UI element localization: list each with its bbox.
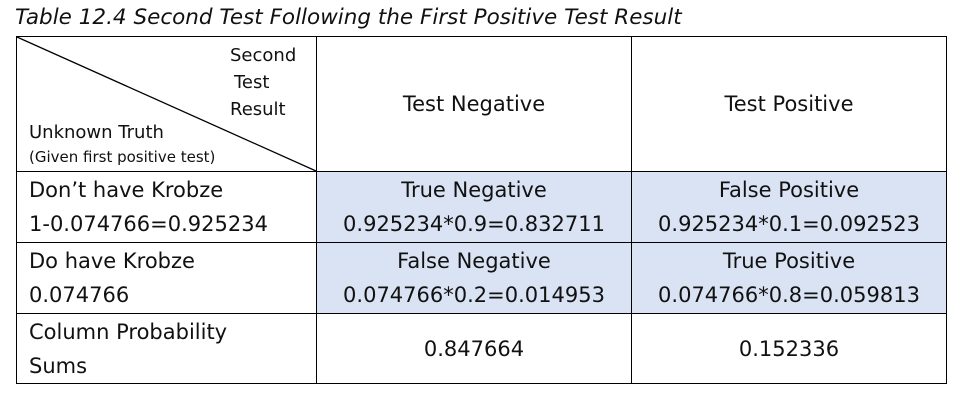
result-calc: 0.925234*0.9=0.832711	[343, 212, 605, 236]
row-value: 0.074766	[29, 283, 130, 307]
result-name: True Positive	[722, 249, 856, 273]
sums-row: Column Probability Sums 0.847664 0.15233…	[16, 313, 947, 384]
probability-table: Second Test Result Unknown Truth (Given …	[16, 36, 947, 384]
sums-label-line: Column Probability	[29, 319, 228, 344]
corner-bottom-main: Unknown Truth	[29, 122, 164, 143]
result-cell: True Positive 0.074766*0.8=0.059813	[631, 242, 947, 314]
corner-top-line: Test	[234, 72, 270, 93]
result-cell: False Positive 0.925234*0.1=0.092523	[631, 171, 947, 243]
corner-cell: Second Test Result Unknown Truth (Given …	[16, 36, 317, 172]
result-calc: 0.074766*0.8=0.059813	[658, 283, 920, 307]
sum-value-test-negative: 0.847664	[316, 313, 632, 384]
corner-top-line: Result	[230, 99, 286, 120]
column-header-test-positive: Test Positive	[631, 36, 947, 172]
result-name: False Negative	[397, 249, 551, 273]
table-row: Don’t have Krobze 1-0.074766=0.925234 Tr…	[16, 171, 947, 243]
diagonal-divider	[17, 37, 316, 171]
result-cell: True Negative 0.925234*0.9=0.832711	[316, 171, 632, 243]
row-label-cell: Don’t have Krobze 1-0.074766=0.925234	[16, 171, 317, 243]
corner-row-label: Unknown Truth (Given first positive test…	[29, 120, 215, 168]
result-name: False Positive	[718, 178, 860, 202]
corner-top-line: Second	[230, 45, 297, 66]
header-row: Second Test Result Unknown Truth (Given …	[16, 36, 947, 172]
sum-value-test-positive: 0.152336	[631, 313, 947, 384]
row-label: Don’t have Krobze	[29, 178, 224, 202]
table-row: Do have Krobze 0.074766 False Negative 0…	[16, 242, 947, 314]
row-value: 1-0.074766=0.925234	[29, 212, 268, 236]
result-name: True Negative	[401, 178, 547, 202]
result-calc: 0.074766*0.2=0.014953	[343, 283, 605, 307]
table-caption: Table 12.4 Second Test Following the Fir…	[15, 5, 682, 30]
sums-label-cell: Column Probability Sums	[16, 313, 317, 384]
row-label: Do have Krobze	[29, 249, 195, 273]
result-calc: 0.925234*0.1=0.092523	[658, 212, 920, 236]
result-cell: False Negative 0.074766*0.2=0.014953	[316, 242, 632, 314]
sums-label-line: Sums	[29, 353, 88, 378]
corner-column-label: Second Test Result	[230, 42, 298, 123]
corner-bottom-sub: (Given first positive test)	[29, 148, 216, 166]
row-label-cell: Do have Krobze 0.074766	[16, 242, 317, 314]
column-header-test-negative: Test Negative	[316, 36, 632, 172]
